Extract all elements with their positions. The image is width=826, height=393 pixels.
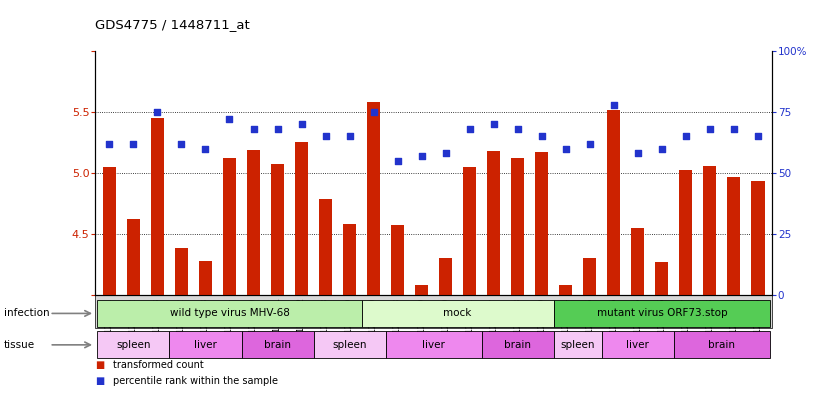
Bar [727, 176, 740, 295]
Bar [487, 151, 501, 295]
Bar [247, 150, 260, 295]
Text: infection: infection [4, 309, 50, 318]
Bar [602, 331, 674, 358]
Bar [367, 102, 380, 295]
Bar [175, 248, 188, 295]
Point [271, 126, 284, 132]
Text: spleen: spleen [116, 340, 150, 350]
Text: transformed count: transformed count [113, 360, 204, 371]
Point [367, 109, 380, 115]
Bar [607, 110, 620, 295]
Point [415, 153, 428, 159]
Bar [319, 198, 332, 295]
Point [583, 141, 596, 147]
Point [295, 121, 308, 127]
Point [127, 141, 140, 147]
Bar [752, 182, 765, 295]
Point [319, 133, 332, 140]
Bar [314, 331, 386, 358]
Text: wild type virus MHV-68: wild type virus MHV-68 [169, 309, 289, 318]
Bar [97, 299, 362, 327]
Bar [553, 331, 602, 358]
Text: brain: brain [709, 340, 735, 350]
Bar [343, 224, 356, 295]
Point [175, 141, 188, 147]
Point [559, 145, 572, 152]
Text: spleen: spleen [561, 340, 595, 350]
Bar [362, 299, 553, 327]
Bar [151, 118, 164, 295]
Point [102, 141, 116, 147]
Point [727, 126, 740, 132]
Point [679, 133, 692, 140]
Point [631, 150, 644, 156]
Text: ■: ■ [95, 360, 104, 371]
Bar [559, 285, 572, 295]
Bar [127, 219, 140, 295]
Bar [679, 171, 692, 295]
Text: liver: liver [194, 340, 217, 350]
Point [223, 116, 236, 123]
Text: percentile rank within the sample: percentile rank within the sample [113, 376, 278, 386]
Bar [97, 331, 169, 358]
Text: mutant virus ORF73.stop: mutant virus ORF73.stop [596, 309, 727, 318]
Bar [439, 258, 453, 295]
Point [535, 133, 548, 140]
Text: GDS4775 / 1448711_at: GDS4775 / 1448711_at [95, 18, 249, 31]
Text: brain: brain [264, 340, 291, 350]
Point [391, 158, 404, 164]
Bar [631, 228, 644, 295]
Point [151, 109, 164, 115]
Point [607, 101, 620, 108]
Text: brain: brain [504, 340, 531, 350]
Text: ■: ■ [95, 376, 104, 386]
Bar [102, 167, 116, 295]
Bar [674, 331, 770, 358]
Point [439, 150, 453, 156]
Bar [511, 158, 525, 295]
Bar [482, 331, 553, 358]
Point [655, 145, 668, 152]
Bar [169, 331, 241, 358]
Point [343, 133, 356, 140]
Text: liver: liver [422, 340, 445, 350]
Bar [386, 331, 482, 358]
Bar [241, 331, 314, 358]
Text: tissue: tissue [4, 340, 36, 350]
Bar [391, 225, 404, 295]
Bar [463, 167, 477, 295]
Bar [271, 164, 284, 295]
Point [752, 133, 765, 140]
Text: mock: mock [444, 309, 472, 318]
Bar [655, 262, 668, 295]
Bar [703, 165, 716, 295]
Bar [199, 261, 212, 295]
Bar [535, 152, 548, 295]
Point [199, 145, 212, 152]
Bar [583, 258, 596, 295]
Point [703, 126, 716, 132]
Text: liver: liver [626, 340, 649, 350]
Bar [295, 142, 308, 295]
Point [487, 121, 501, 127]
Bar [553, 299, 770, 327]
Point [463, 126, 477, 132]
Point [247, 126, 260, 132]
Bar [415, 285, 428, 295]
Text: spleen: spleen [332, 340, 367, 350]
Point [511, 126, 525, 132]
Bar [223, 158, 236, 295]
